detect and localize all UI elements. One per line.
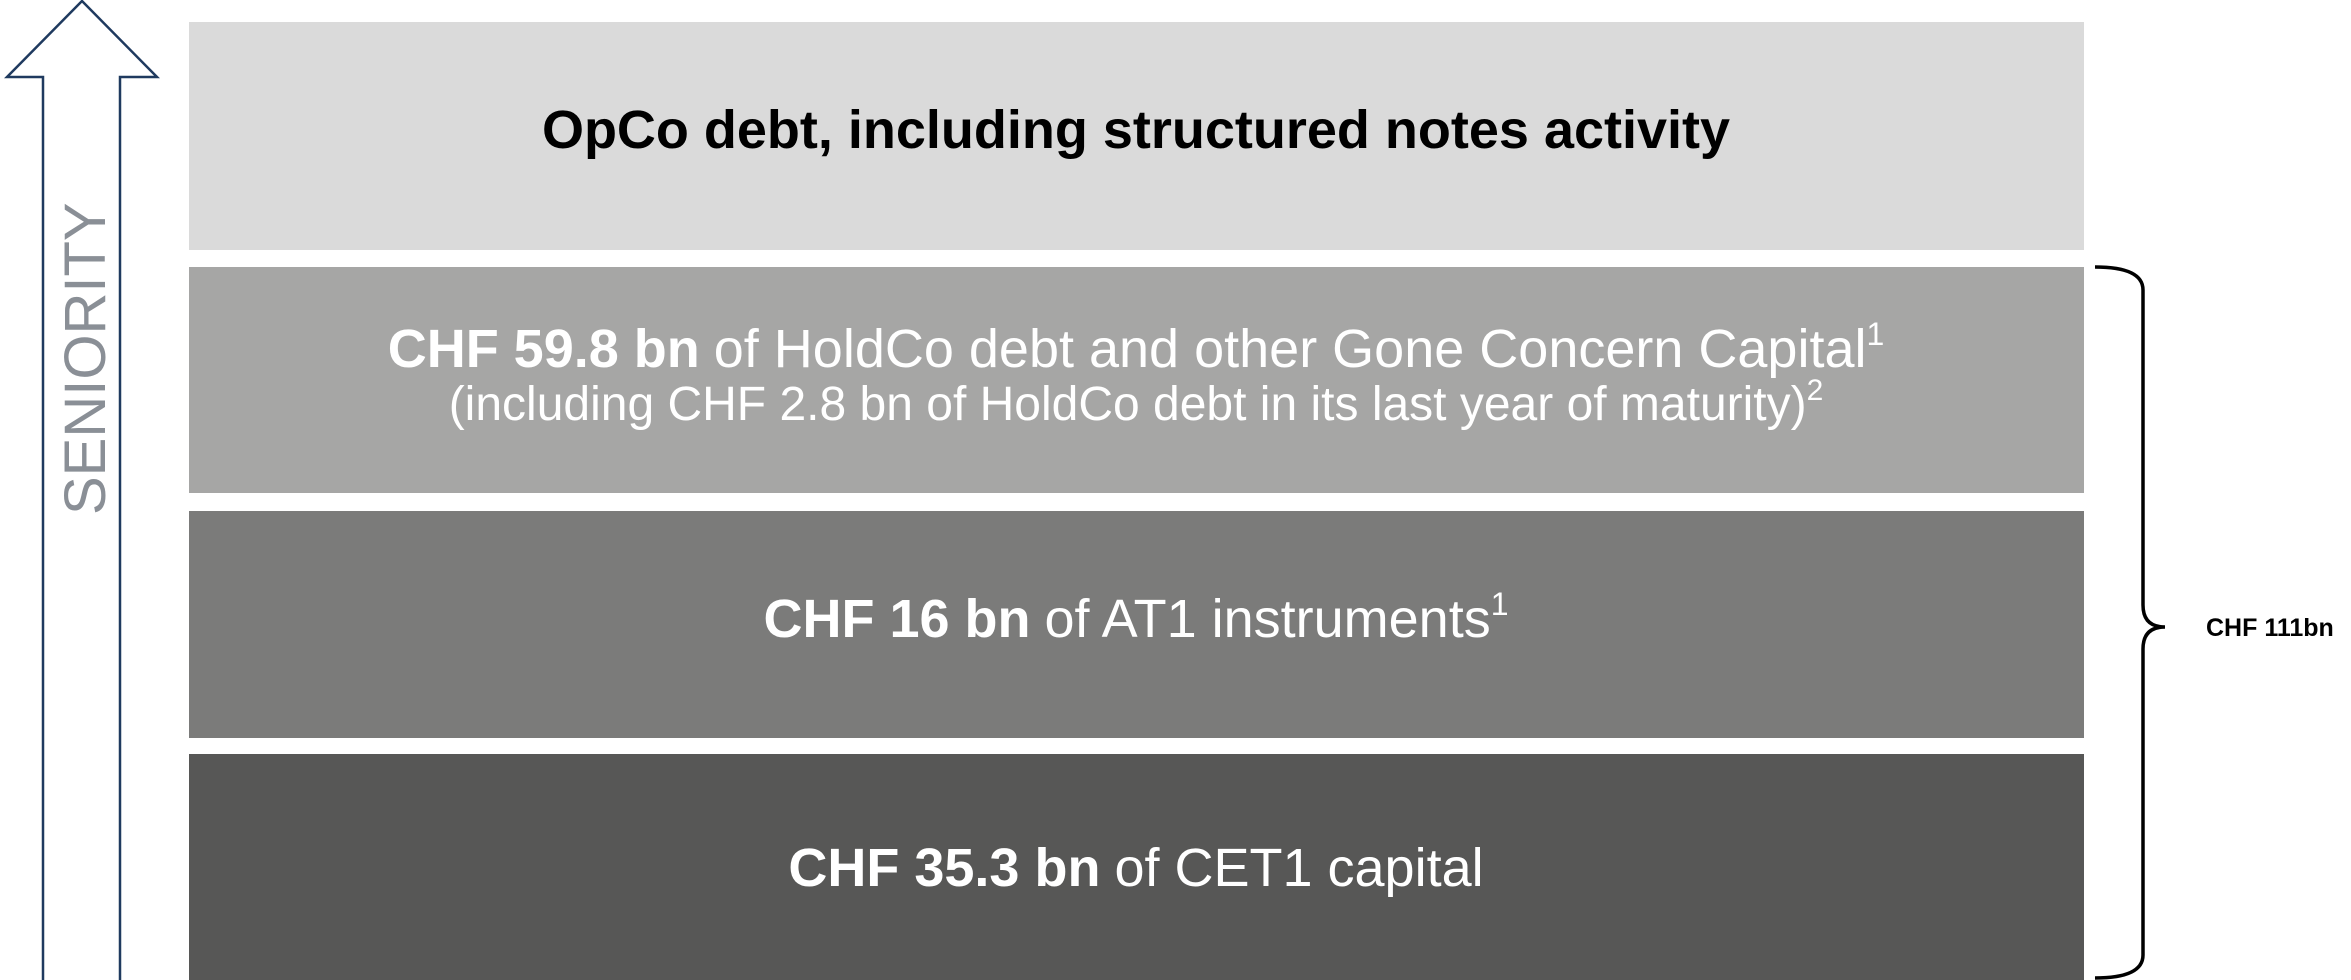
layer-note: (including CHF 2.8 bn of HoldCo debt in … <box>449 374 1824 431</box>
layer-text: CHF 16 bn of AT1 instruments1 <box>763 586 1508 649</box>
layer-opco <box>189 22 2084 250</box>
layer-text: CHF 35.3 bn of CET1 capital <box>788 838 1483 898</box>
layer-text: CHF 59.8 bn of HoldCo debt and other Gone… <box>388 316 1885 379</box>
brace-label: CHF 111bn <box>2206 614 2334 642</box>
layer-text: OpCo debt, including structured notes ac… <box>542 100 1730 160</box>
layer-cet1 <box>189 754 2084 980</box>
layer-desc: of CET1 capital <box>1114 838 1483 898</box>
layer-desc: of AT1 instruments <box>1045 589 1491 649</box>
seniority-label: SENIORITY <box>53 202 118 515</box>
note-text: (including CHF 2.8 bn of HoldCo debt in … <box>449 378 1807 431</box>
layer-holdco <box>189 267 2084 493</box>
layer-amount: CHF 16 bn <box>763 589 1030 649</box>
layer-amount: CHF 35.3 bn <box>788 838 1100 898</box>
brace <box>2094 265 2166 980</box>
footnote-ref: 1 <box>1867 316 1885 352</box>
seniority-arrow <box>4 0 160 980</box>
layer-amount: CHF 59.8 bn <box>388 319 700 379</box>
footnote-ref: 2 <box>1807 374 1824 407</box>
layer-desc: of HoldCo debt and other Gone Concern Ca… <box>714 319 1867 379</box>
footnote-ref: 1 <box>1491 586 1509 622</box>
layer-at1 <box>189 511 2084 738</box>
